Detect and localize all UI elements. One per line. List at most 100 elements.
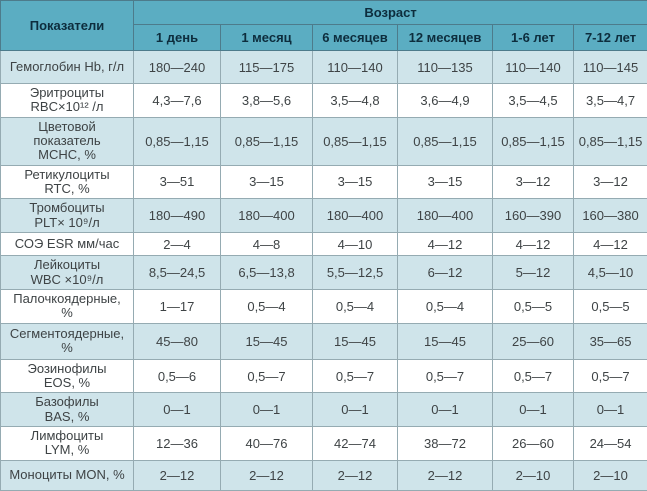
column-header: 6 месяцев bbox=[313, 25, 398, 51]
row-label: Палочкоядерные, % bbox=[1, 290, 134, 324]
value-cell: 0,5—4 bbox=[221, 290, 313, 324]
value-cell: 3,8—5,6 bbox=[221, 84, 313, 118]
value-cell: 2—4 bbox=[134, 233, 221, 256]
value-cell: 4—12 bbox=[493, 233, 574, 256]
value-cell: 15—45 bbox=[398, 323, 493, 359]
value-cell: 0,5—4 bbox=[313, 290, 398, 324]
value-cell: 0,85—1,15 bbox=[134, 117, 221, 165]
value-cell: 0,85—1,15 bbox=[398, 117, 493, 165]
value-cell: 0,5—7 bbox=[574, 359, 647, 393]
value-cell: 180—400 bbox=[221, 199, 313, 233]
value-cell: 0,5—7 bbox=[398, 359, 493, 393]
value-cell: 160—380 bbox=[574, 199, 647, 233]
corner-header-cell: Показатели bbox=[1, 1, 134, 51]
column-header: 12 месяцев bbox=[398, 25, 493, 51]
value-cell: 180—400 bbox=[398, 199, 493, 233]
value-cell: 0,85—1,15 bbox=[221, 117, 313, 165]
value-cell: 2—12 bbox=[134, 460, 221, 490]
value-cell: 15—45 bbox=[221, 323, 313, 359]
value-cell: 26—60 bbox=[493, 426, 574, 460]
value-cell: 3—15 bbox=[398, 165, 493, 199]
row-label: Сегментоядерные, % bbox=[1, 323, 134, 359]
value-cell: 15—45 bbox=[313, 323, 398, 359]
value-cell: 4—12 bbox=[398, 233, 493, 256]
value-cell: 3,5—4,5 bbox=[493, 84, 574, 118]
column-header: 1 месяц bbox=[221, 25, 313, 51]
value-cell: 0,5—4 bbox=[398, 290, 493, 324]
value-cell: 0,5—7 bbox=[493, 359, 574, 393]
row-label: Базофилы BAS, % bbox=[1, 393, 134, 427]
value-cell: 4,5—10 bbox=[574, 256, 647, 290]
row-label: Гемоглобин Hb, г/л bbox=[1, 51, 134, 84]
value-cell: 0,85—1,15 bbox=[493, 117, 574, 165]
value-cell: 3—15 bbox=[313, 165, 398, 199]
row-label: Тромбоциты PLT× 10⁹/л bbox=[1, 199, 134, 233]
value-cell: 12—36 bbox=[134, 426, 221, 460]
value-cell: 115—175 bbox=[221, 51, 313, 84]
value-cell: 5,5—12,5 bbox=[313, 256, 398, 290]
value-cell: 0,5—7 bbox=[313, 359, 398, 393]
value-cell: 0,5—7 bbox=[221, 359, 313, 393]
value-cell: 2—12 bbox=[398, 460, 493, 490]
value-cell: 3,5—4,8 bbox=[313, 84, 398, 118]
row-label: Моноциты MON, % bbox=[1, 460, 134, 490]
value-cell: 38—72 bbox=[398, 426, 493, 460]
value-cell: 4—10 bbox=[313, 233, 398, 256]
value-cell: 2—10 bbox=[493, 460, 574, 490]
row-label: Лимфоциты LYM, % bbox=[1, 426, 134, 460]
value-cell: 4—12 bbox=[574, 233, 647, 256]
column-header: 7-12 лет bbox=[574, 25, 647, 51]
column-header: 1 день bbox=[134, 25, 221, 51]
value-cell: 2—12 bbox=[313, 460, 398, 490]
value-cell: 110—135 bbox=[398, 51, 493, 84]
value-cell: 5—12 bbox=[493, 256, 574, 290]
value-cell: 2—10 bbox=[574, 460, 647, 490]
value-cell: 0—1 bbox=[134, 393, 221, 427]
value-cell: 3,6—4,9 bbox=[398, 84, 493, 118]
value-cell: 45—80 bbox=[134, 323, 221, 359]
value-cell: 0,5—5 bbox=[493, 290, 574, 324]
value-cell: 110—140 bbox=[493, 51, 574, 84]
value-cell: 160—390 bbox=[493, 199, 574, 233]
value-cell: 180—240 bbox=[134, 51, 221, 84]
value-cell: 110—145 bbox=[574, 51, 647, 84]
age-group-header: Возраст bbox=[134, 1, 647, 25]
value-cell: 0—1 bbox=[398, 393, 493, 427]
row-label: СОЭ ESR мм/час bbox=[1, 233, 134, 256]
value-cell: 4—8 bbox=[221, 233, 313, 256]
value-cell: 180—490 bbox=[134, 199, 221, 233]
value-cell: 3—51 bbox=[134, 165, 221, 199]
value-cell: 3—12 bbox=[574, 165, 647, 199]
value-cell: 4,3—7,6 bbox=[134, 84, 221, 118]
value-cell: 0—1 bbox=[574, 393, 647, 427]
row-label: Эозинофилы EOS, % bbox=[1, 359, 134, 393]
value-cell: 0,5—5 bbox=[574, 290, 647, 324]
value-cell: 110—140 bbox=[313, 51, 398, 84]
value-cell: 8,5—24,5 bbox=[134, 256, 221, 290]
column-header: 1-6 лет bbox=[493, 25, 574, 51]
value-cell: 0—1 bbox=[221, 393, 313, 427]
value-cell: 0,85—1,15 bbox=[574, 117, 647, 165]
value-cell: 1—17 bbox=[134, 290, 221, 324]
value-cell: 24—54 bbox=[574, 426, 647, 460]
value-cell: 180—400 bbox=[313, 199, 398, 233]
value-cell: 40—76 bbox=[221, 426, 313, 460]
row-label: Цветовой показатель МСНС, % bbox=[1, 117, 134, 165]
value-cell: 0,85—1,15 bbox=[313, 117, 398, 165]
value-cell: 3,5—4,7 bbox=[574, 84, 647, 118]
